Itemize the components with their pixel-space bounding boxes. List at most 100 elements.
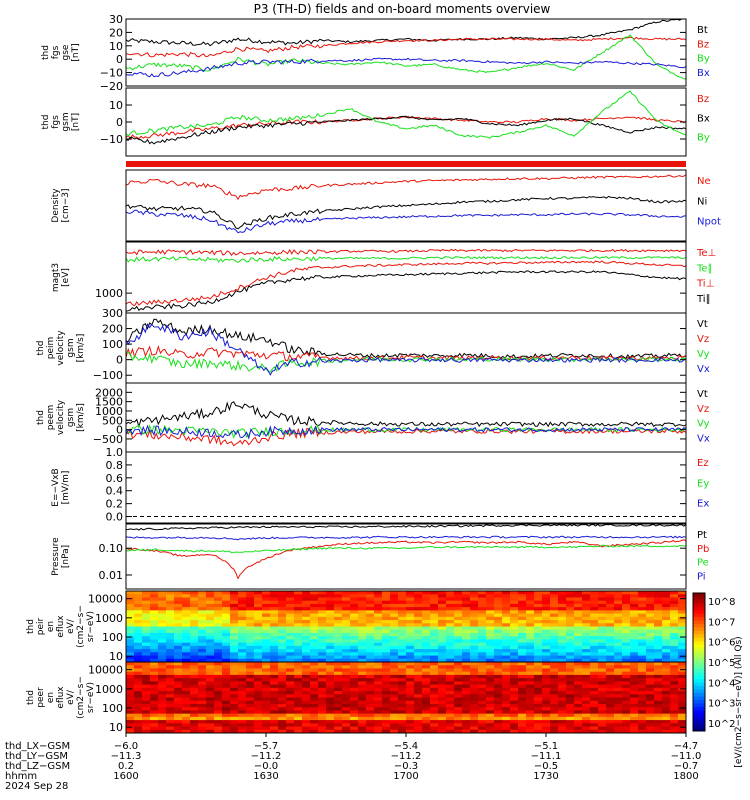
spectrogram-cell	[558, 720, 567, 724]
spectrogram-cell	[518, 687, 527, 692]
spectrogram-cell	[678, 694, 687, 698]
spectrogram-cell	[678, 629, 687, 634]
spectrogram-cell	[622, 629, 631, 634]
y-tick-label: 100	[102, 338, 123, 351]
colorbar-segment	[693, 606, 705, 611]
spectrogram-cell	[198, 713, 207, 718]
y-label-line: [nPa]	[61, 545, 71, 568]
spectrogram-cell	[422, 684, 431, 689]
spectrogram-cell	[478, 681, 487, 685]
spectrogram-cell	[462, 642, 471, 647]
spectrogram-cell	[246, 691, 255, 695]
spectrogram-cell	[294, 681, 303, 685]
spectrogram-cell	[230, 600, 239, 605]
spectrogram-cell	[582, 652, 591, 656]
spectrogram-cell	[614, 616, 623, 621]
spectrogram-cell	[254, 729, 263, 734]
spectrogram-cell	[158, 716, 167, 721]
spectrogram-cell	[550, 700, 559, 705]
spectrogram-cell	[174, 723, 183, 727]
spectrogram-cell	[590, 636, 599, 640]
spectrogram-cell	[430, 723, 439, 727]
legend-By: By	[697, 133, 710, 144]
spectrogram-cell	[414, 632, 423, 637]
spectrogram-cell	[534, 700, 543, 705]
spectrogram-cell	[374, 600, 383, 605]
spectrogram-cell	[174, 649, 183, 653]
series-line-Pb	[125, 539, 687, 580]
spectrogram-cell	[150, 597, 159, 602]
spectrogram-cell	[238, 691, 247, 695]
spectrogram-cell	[566, 720, 575, 724]
spectrogram-cell	[422, 713, 431, 718]
spectrogram-cell	[198, 645, 207, 650]
spectrogram-cell	[182, 662, 191, 666]
spectrogram-cell	[614, 687, 623, 692]
spectrogram-cell	[262, 658, 271, 663]
spectrogram-cell	[534, 720, 543, 724]
spectrogram-cell	[494, 710, 503, 715]
spectrogram-cell	[630, 610, 639, 614]
spectrogram-cell	[374, 658, 383, 663]
spectrogram-cell	[630, 636, 639, 640]
spectrogram-cell	[398, 665, 407, 669]
spectrogram-cell	[486, 600, 495, 605]
spectrogram-cell	[398, 674, 407, 679]
spectrogram-cell	[286, 710, 295, 715]
spectrogram-cell	[638, 616, 647, 621]
spectrogram-cell	[150, 610, 159, 614]
spectrogram-cell	[534, 662, 543, 666]
y-tick-label: 0	[116, 53, 123, 66]
spectrogram-cell	[382, 700, 391, 705]
spectrogram-cell	[238, 610, 247, 614]
spectrogram-cell	[590, 594, 599, 598]
spectrogram-cell	[350, 642, 359, 647]
panel-frame	[125, 169, 687, 242]
series-line-By	[125, 90, 687, 139]
spectrogram-cell	[278, 613, 287, 618]
spectrogram-cell	[198, 591, 207, 595]
spectrogram-cell	[214, 600, 223, 605]
spectrogram-cell	[246, 713, 255, 718]
spectrogram-cell	[494, 632, 503, 637]
spectrogram-cell	[318, 691, 327, 695]
spectrogram-cell	[494, 668, 503, 673]
spectrogram-cell	[510, 662, 519, 666]
spectrogram-cell	[462, 681, 471, 685]
spectrogram-cell	[662, 591, 671, 595]
spectrogram-cell	[158, 645, 167, 650]
spectrogram-cell	[366, 678, 375, 682]
spectrogram-cell	[598, 707, 607, 711]
spectrogram-cell	[510, 629, 519, 634]
spectrogram-cell	[422, 636, 431, 640]
spectrogram-cell	[542, 603, 551, 608]
spectrogram-cell	[614, 694, 623, 698]
spectrogram-cell	[326, 707, 335, 711]
spectrogram-cell	[654, 642, 663, 647]
spectrogram-cell	[598, 678, 607, 682]
spectrogram-cell	[622, 642, 631, 647]
spectrogram-cell	[662, 678, 671, 682]
spectrogram-cell	[558, 674, 567, 679]
spectrogram-cell	[654, 613, 663, 618]
y-label-line: [mV/m]	[61, 471, 71, 505]
spectrogram-cell	[510, 636, 519, 640]
spectrogram-cell	[350, 629, 359, 634]
spectrogram-cell	[302, 674, 311, 679]
legend-Ti∥: Ti∥	[696, 294, 711, 305]
spectrogram-cell	[478, 655, 487, 660]
spectrogram-cell	[134, 716, 143, 721]
y-label-line: E=−VxB	[51, 468, 61, 506]
spectrogram-cell	[670, 591, 679, 595]
spectrogram-cell	[670, 662, 679, 666]
spectrogram-cell	[190, 649, 199, 653]
spectrogram-cell	[270, 665, 279, 669]
spectrogram-cell	[150, 603, 159, 608]
spectrogram-cell	[454, 700, 463, 705]
spectrogram-cell	[190, 691, 199, 695]
spectrogram-cell	[662, 703, 671, 708]
spectrogram-cell	[270, 607, 279, 611]
spectrogram-cell	[326, 697, 335, 702]
spectrogram-cell	[526, 616, 535, 621]
